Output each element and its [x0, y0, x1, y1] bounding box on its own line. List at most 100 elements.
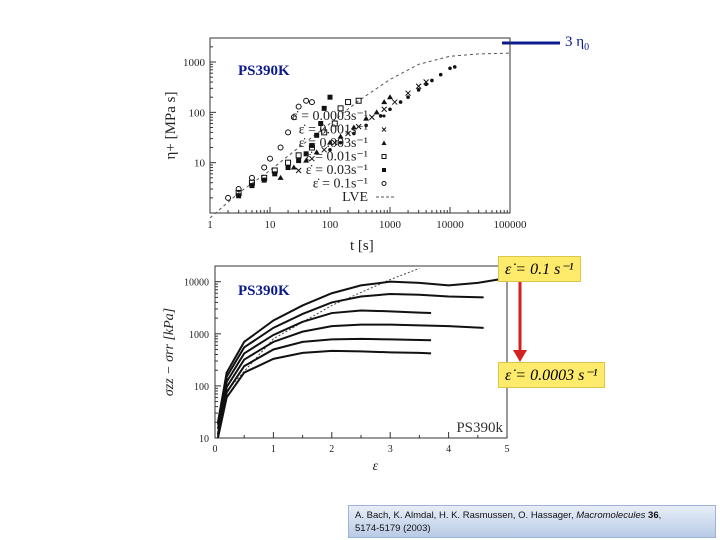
data-point	[321, 146, 328, 153]
data-point	[248, 174, 255, 181]
data-point	[345, 99, 352, 106]
data-point	[415, 83, 422, 90]
stress-curve	[216, 309, 432, 430]
data-point	[290, 164, 297, 170]
stress-curve	[216, 349, 432, 439]
data-point	[295, 152, 302, 159]
citation-pages: 5174-5179 (2003)	[355, 523, 431, 534]
data-point	[373, 109, 380, 115]
rate-low-box: ε̇ = 0.0003 s⁻¹	[498, 362, 605, 388]
chart-bottom-title: PS390K	[238, 283, 290, 299]
y-tick-label: 10	[194, 158, 206, 170]
data-point	[416, 88, 421, 92]
data-point	[267, 155, 273, 162]
data-point	[285, 165, 291, 171]
data-point	[327, 94, 333, 100]
rate-high-box: ε̇ = 0.1 s⁻¹	[498, 256, 581, 282]
plot-frame	[209, 37, 511, 214]
data-point	[405, 90, 411, 97]
data-point	[327, 139, 333, 145]
legend-entry: ε̇ = 0.1s⁻¹	[313, 177, 368, 192]
data-point	[321, 105, 327, 111]
data-point	[235, 185, 242, 192]
data-point	[355, 97, 362, 104]
x-tick-label: 1	[271, 444, 276, 455]
data-point	[272, 171, 278, 177]
y-tick-label: 10	[199, 434, 209, 445]
data-point	[345, 130, 351, 137]
data-point	[338, 140, 343, 145]
data-point	[364, 123, 368, 128]
legend-marker	[381, 140, 387, 145]
citation-volume: 36	[648, 510, 659, 521]
data-point	[225, 194, 232, 201]
data-point	[331, 139, 338, 146]
data-point	[398, 100, 403, 104]
legend-marker	[382, 168, 386, 172]
y-tick-label: 10000	[184, 278, 209, 289]
data-point	[387, 94, 393, 100]
x-axis-label: t [s]	[350, 238, 374, 254]
data-point	[309, 155, 315, 162]
data-point	[381, 106, 388, 113]
stress-curve	[216, 337, 432, 437]
x-tick-label: 100	[322, 219, 339, 231]
x-tick-label: 5	[505, 444, 510, 455]
x-tick-label: 1	[207, 219, 213, 231]
x-tick-label: 10	[265, 219, 277, 231]
x-tick-label: 4	[446, 444, 451, 455]
data-point	[318, 121, 324, 127]
lve-curve	[209, 52, 511, 219]
y-tick-label: 1000	[183, 57, 206, 69]
citation-authors: A. Bach, K. Almdal, H. K. Rasmussen, O. …	[355, 510, 577, 521]
eta0-annotation-line	[502, 41, 560, 45]
data-point	[423, 79, 429, 85]
legend-entry: ε̇ = 0.03s⁻¹	[306, 163, 368, 178]
stress-chart: 0 1 2 3 4 5 10 100 1000 10000 ε σzz − σrr [kPa] PS39…	[162, 265, 510, 473]
data-point	[438, 72, 443, 77]
data-point	[430, 78, 434, 83]
data-point	[452, 65, 457, 69]
x-tick-label: 2	[329, 444, 334, 455]
data-point	[295, 167, 302, 174]
data-point	[236, 193, 242, 199]
data-point	[378, 114, 383, 118]
data-point	[369, 114, 375, 121]
x-tick-label: 1000	[379, 219, 402, 231]
stress-curve	[216, 323, 484, 435]
legend-entry: ε̇ = 0.0003s⁻¹	[292, 109, 368, 124]
data-point	[261, 177, 267, 183]
legend-entry: ε̇ = 0.003s⁻¹	[299, 136, 368, 151]
data-point	[313, 149, 320, 155]
y-tick-label: 100	[189, 107, 206, 119]
rate-arrow	[513, 282, 527, 362]
data-point	[328, 148, 332, 152]
data-point	[285, 129, 292, 136]
chart-top-title: PS390K	[238, 63, 290, 79]
y-tick-label: 100	[194, 382, 209, 393]
legend-marker	[381, 127, 387, 132]
y-axis-label: η+ [MPa s]	[163, 92, 179, 160]
data-point	[295, 103, 302, 110]
x-tick-label: 100000	[494, 219, 528, 231]
data-point	[290, 114, 297, 121]
data-point	[303, 157, 310, 163]
y-tick-label: 1000	[189, 330, 209, 341]
rate-high-label: ε̇ = 0.1 s⁻¹	[505, 261, 574, 278]
citation-journal: Macromolecules	[576, 510, 646, 521]
data-point	[448, 66, 452, 71]
data-point	[309, 142, 315, 148]
data-point	[277, 144, 284, 151]
data-point	[355, 123, 362, 130]
data-point	[406, 95, 410, 99]
viscosity-chart: 1 10 100 1000 10000 100000 10 100 1000 t [s] η+ [M…	[163, 37, 528, 254]
data-point	[261, 164, 268, 171]
data-point	[381, 99, 388, 105]
data-point	[391, 99, 398, 105]
data-point	[321, 129, 328, 136]
x-axis-label: ε	[373, 459, 379, 473]
data-point	[337, 133, 344, 139]
legend-marker	[381, 181, 387, 186]
stress-curve	[216, 278, 499, 423]
chart-watermark: PS390k	[456, 420, 503, 436]
